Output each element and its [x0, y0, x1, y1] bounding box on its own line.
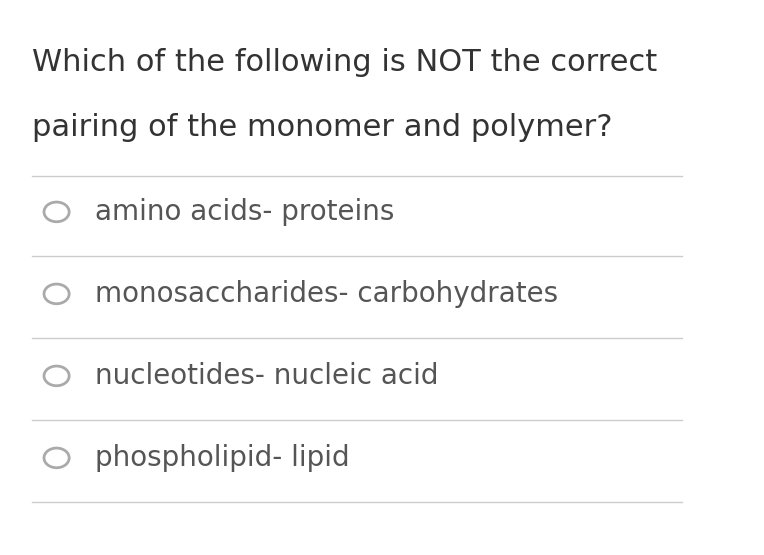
Text: phospholipid- lipid: phospholipid- lipid [95, 444, 350, 472]
Text: monosaccharides- carbohydrates: monosaccharides- carbohydrates [95, 280, 558, 308]
Text: amino acids- proteins: amino acids- proteins [95, 198, 394, 226]
Text: nucleotides- nucleic acid: nucleotides- nucleic acid [95, 362, 439, 390]
Text: Which of the following is NOT the correct: Which of the following is NOT the correc… [32, 48, 657, 77]
Text: pairing of the monomer and polymer?: pairing of the monomer and polymer? [32, 114, 613, 143]
